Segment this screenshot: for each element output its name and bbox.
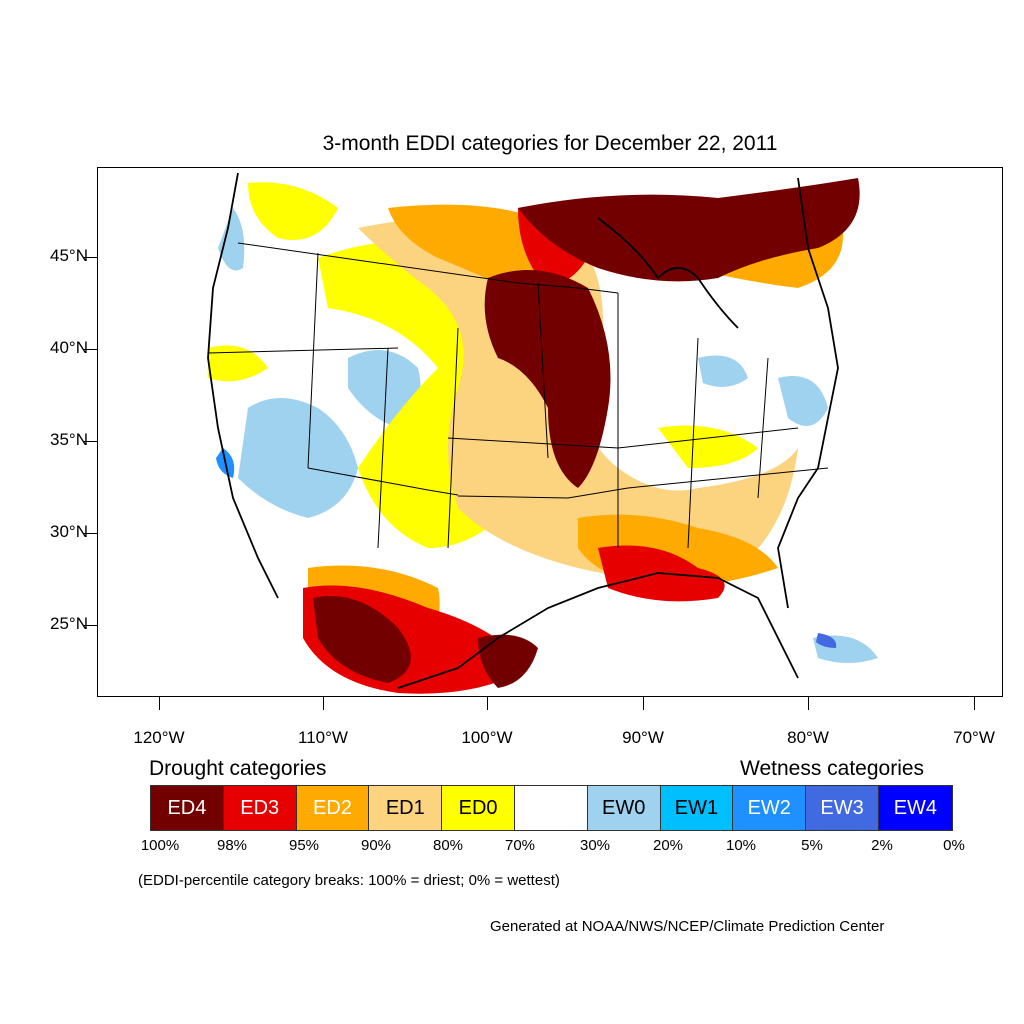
lon-label-110: 110°W [298,728,348,747]
legend-box-ew0: EW0 [587,786,661,830]
break-label: 98% [216,837,248,854]
lat-tick-35 [84,441,97,442]
break-label: 30% [579,837,611,854]
break-label: 10% [725,837,757,854]
ew3-region-caribbean [816,633,837,648]
credit-text: Generated at NOAA/NWS/NCEP/Climate Predi… [490,918,885,935]
lat-label-25: 25°N [50,614,88,633]
ed4-region-midwest [484,270,611,488]
lon-tick-110 [323,697,324,710]
eddi-map [97,167,1003,697]
ed4-region-great-lakes [518,178,860,282]
ed4-region-texas-coast [478,634,538,688]
lat-label-35: 35°N [50,430,88,449]
lat-tick-45 [84,257,97,258]
category-note: (EDDI-percentile category breaks: 100% =… [138,872,560,889]
lon-label-70: 70°W [953,728,995,747]
wet-region-pacific-nw [218,208,245,271]
ed0-region-northwest [248,182,338,240]
lat-tick-30 [84,533,97,534]
legend-bar: ED4 ED3 ED2 ED1 ED0 EW0 EW1 EW2 EW3 EW4 [150,785,953,831]
break-label: 70% [504,837,536,854]
legend-box-ew1: EW1 [660,786,734,830]
lon-label-80: 80°W [787,728,829,747]
break-label: 5% [801,837,823,854]
lon-tick-80 [808,697,809,710]
lon-tick-70 [974,697,975,710]
lat-label-30: 30°N [50,522,88,541]
break-label: 0% [943,837,965,854]
break-label: 90% [360,837,392,854]
coastlines [207,172,839,689]
ed4-region-mexico [313,596,411,683]
wet-region-mid-atlantic [778,376,828,426]
ed0-region-west [208,345,268,382]
lat-label-45: 45°N [50,246,88,265]
legend-box-ed2: ED2 [296,786,370,830]
lon-label-100: 100°W [461,728,513,747]
lat-label-40: 40°N [50,338,88,357]
lon-tick-100 [487,697,488,710]
wet-region-ohio [698,355,748,387]
map-canvas [198,170,878,694]
lon-tick-120 [159,697,160,710]
break-label: 2% [871,837,893,854]
legend-box-ew2: EW2 [733,786,807,830]
legend-box-neutral [514,786,588,830]
lon-label-120: 120°W [133,728,185,747]
lon-label-90: 90°W [622,728,664,747]
break-label: 80% [432,837,464,854]
legend-box-ew3: EW3 [806,786,879,830]
legend-box-ed0: ED0 [442,786,515,830]
map-title: 3-month EDDI categories for December 22,… [322,132,778,155]
drought-heading: Drought categories [149,757,327,780]
break-label: 95% [288,837,320,854]
lat-tick-40 [84,349,97,350]
legend-box-ed1: ED1 [369,786,443,830]
break-label: 20% [652,837,684,854]
state-boundaries [207,242,829,549]
legend-box-ed4: ED4 [151,786,224,830]
wet-region-southwest [238,398,358,518]
legend-box-ed3: ED3 [223,786,297,830]
ed0-region-southeast [658,425,758,468]
break-label: 100% [140,837,180,854]
lon-tick-90 [643,697,644,710]
wetness-heading: Wetness categories [740,757,925,780]
legend-box-ew4: EW4 [878,786,952,830]
lat-tick-25 [84,625,97,626]
